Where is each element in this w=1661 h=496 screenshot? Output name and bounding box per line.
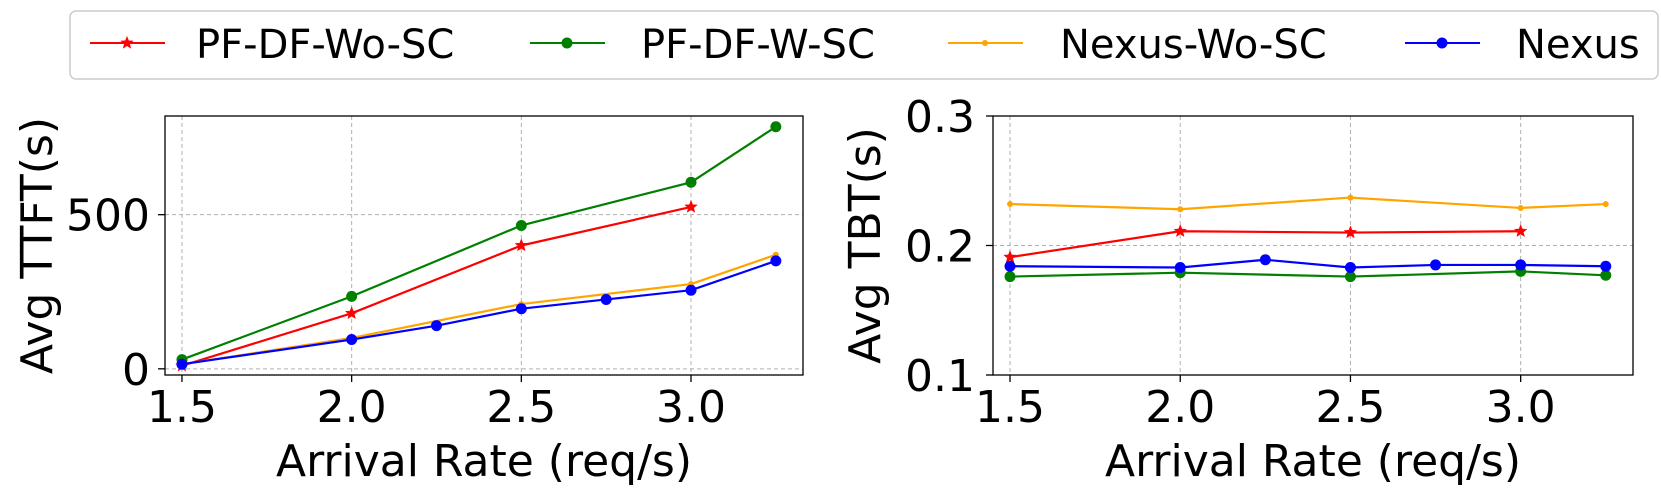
legend-marker-pf-df-wo-sc xyxy=(120,35,134,49)
x-tick-label-0: 1.5 xyxy=(147,382,217,433)
data-point-nexus-wo-sc-3 xyxy=(1517,204,1524,211)
data-point-pf-df-w-sc-4 xyxy=(1600,269,1612,281)
data-point-pf-df-wo-sc-3 xyxy=(1513,224,1528,238)
legend-marker-pf-df-w-sc xyxy=(561,37,573,49)
data-point-nexus-6 xyxy=(770,255,782,267)
data-point-nexus-4 xyxy=(600,293,612,305)
legend-label-nexus-wo-sc: Nexus-Wo-SC xyxy=(1060,22,1327,68)
data-point-nexus-0 xyxy=(1004,260,1016,272)
data-point-nexus-wo-sc-4 xyxy=(1602,201,1609,208)
series-line-nexus-wo-sc xyxy=(181,253,777,366)
data-point-nexus-5 xyxy=(1515,259,1527,271)
series-line-pf-df-wo-sc xyxy=(181,205,692,367)
x-axis-label: Arrival Rate (req/s) xyxy=(1105,436,1521,487)
data-point-pf-df-wo-sc-1 xyxy=(1173,224,1188,238)
data-point-nexus-wo-sc-0 xyxy=(1007,201,1014,208)
data-point-nexus-0 xyxy=(176,358,188,370)
series-line-pf-df-wo-sc xyxy=(1009,230,1521,259)
y-tick-label-1: 500 xyxy=(66,191,150,242)
data-point-nexus-5 xyxy=(685,284,697,296)
tbt-y-axis-label: Avg TBT(s) xyxy=(840,127,891,364)
legend-frame xyxy=(69,10,1659,80)
plot-frame xyxy=(164,115,804,376)
x-tick-label-2: 2.5 xyxy=(486,382,556,433)
data-point-nexus-wo-sc-1 xyxy=(1177,206,1184,213)
data-point-nexus-2 xyxy=(1259,254,1271,266)
x-tick-label-3: 3.0 xyxy=(656,382,726,433)
legend-marker-nexus-wo-sc xyxy=(982,40,988,46)
legend-label-nexus: Nexus xyxy=(1516,22,1640,68)
legend-entry-4: Nexus xyxy=(1405,22,1640,68)
y-tick-label-1: 0.2 xyxy=(905,222,975,273)
data-point-nexus-6 xyxy=(1600,260,1612,272)
data-point-nexus-3 xyxy=(1344,262,1356,274)
x-tick-label-1: 2.0 xyxy=(317,382,387,433)
legend-entry-3: Nexus-Wo-SC xyxy=(948,22,1327,68)
legend-entry-2: PF-DF-W-SC xyxy=(530,22,875,68)
series-line-pf-df-w-sc xyxy=(181,125,777,361)
data-point-pf-df-w-sc-1 xyxy=(346,290,358,302)
legend-label-pf-df-wo-sc: PF-DF-Wo-SC xyxy=(196,22,454,68)
y-tick-label-0: 0.1 xyxy=(905,351,975,402)
data-point-pf-df-w-sc-0 xyxy=(1004,271,1016,283)
data-point-nexus-4 xyxy=(1430,259,1442,271)
data-point-pf-df-w-sc-3 xyxy=(685,176,697,188)
x-tick-label-0: 1.5 xyxy=(975,382,1045,433)
data-point-pf-df-wo-sc-2 xyxy=(1343,225,1358,239)
series-line-nexus-wo-sc xyxy=(1009,196,1606,211)
y-tick-label-0: 0 xyxy=(122,345,150,396)
ttft-panel: 1.5 2.0 2.5 3.0 0 500 Arrival Rate (req/s) Avg … xyxy=(12,115,804,487)
data-point-pf-df-w-sc-2 xyxy=(515,219,527,231)
x-tick-label-3: 3.0 xyxy=(1486,382,1556,433)
legend: PF-DF-Wo-SC PF-DF-W-SC Nexus-Wo-SC Nexus xyxy=(69,10,1659,80)
data-point-pf-df-wo-sc-3 xyxy=(684,199,698,213)
data-point-pf-df-wo-sc-2 xyxy=(514,238,529,252)
tbt-panel: 1.5 2.0 2.5 3.0 0.1 0.2 0.3 Arrival Rate (req/s… xyxy=(840,92,1634,487)
legend-entry-1: PF-DF-Wo-SC xyxy=(90,22,454,68)
x-tick-label-1: 2.0 xyxy=(1145,382,1215,433)
data-point-pf-df-wo-sc-1 xyxy=(344,306,359,320)
data-point-pf-df-w-sc-2 xyxy=(1344,271,1356,283)
data-point-nexus-3 xyxy=(515,303,527,315)
data-point-pf-df-w-sc-4 xyxy=(770,121,782,133)
data-point-nexus-wo-sc-2 xyxy=(1347,194,1354,201)
data-point-nexus-1 xyxy=(346,334,358,346)
legend-label-pf-df-w-sc: PF-DF-W-SC xyxy=(641,22,875,68)
data-point-nexus-2 xyxy=(430,320,442,332)
x-axis-label: Arrival Rate (req/s) xyxy=(276,436,692,487)
y-tick-label-2: 0.3 xyxy=(905,92,975,143)
data-point-pf-df-wo-sc-0 xyxy=(1003,249,1017,263)
data-point-nexus-1 xyxy=(1174,262,1186,274)
x-tick-label-2: 2.5 xyxy=(1315,382,1385,433)
ttft-y-axis-label: Avg TTFT(s) xyxy=(12,117,63,374)
legend-marker-nexus xyxy=(1436,37,1448,49)
